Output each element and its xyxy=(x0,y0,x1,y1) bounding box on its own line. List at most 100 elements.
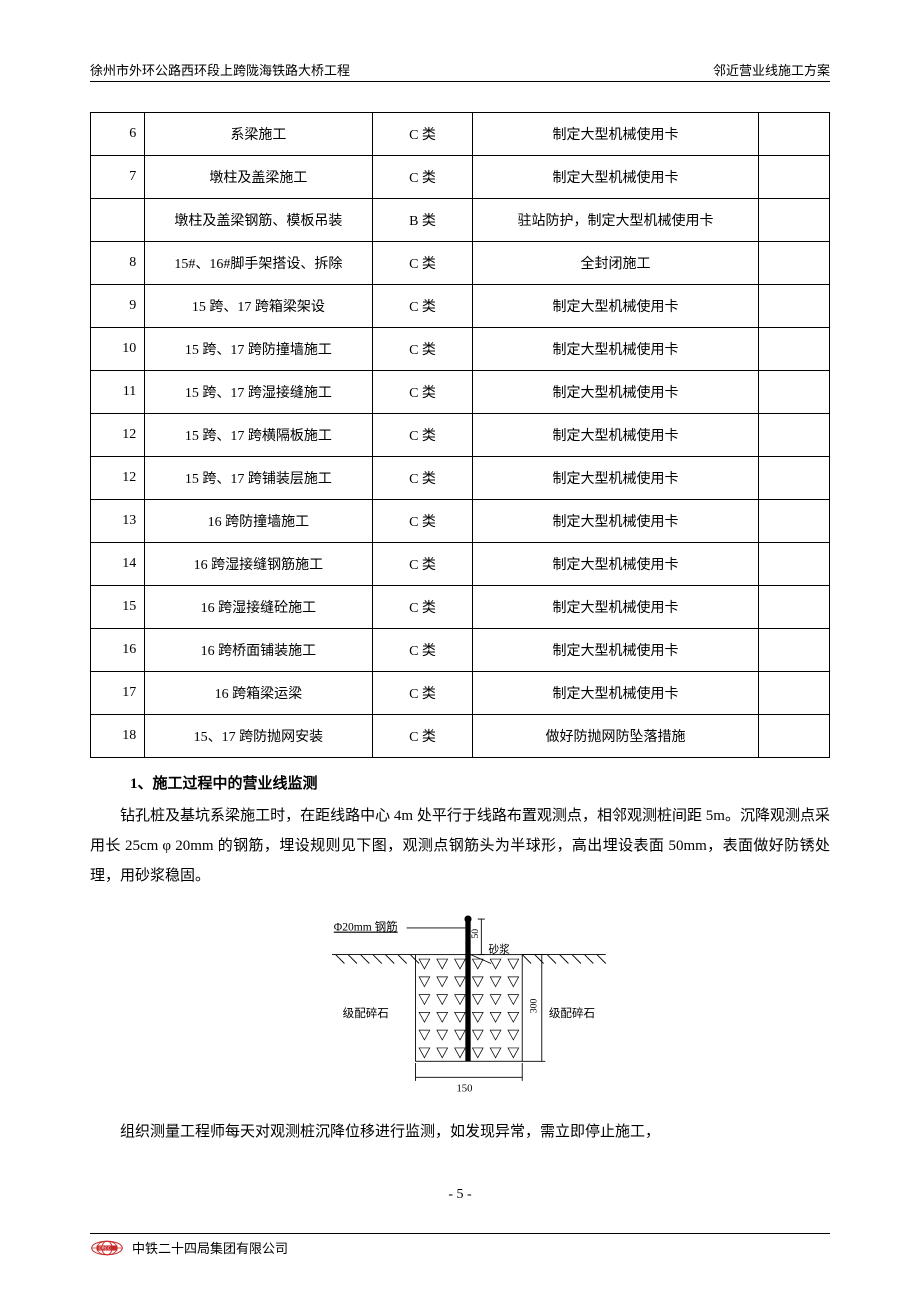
header-right: 邻近营业线施工方案 xyxy=(713,60,830,79)
observation-pile-diagram: Φ20mm 钢筋 砂浆 级配碎石 级配碎石 50 300 150 xyxy=(90,901,830,1111)
table-cell: 制定大型机械使用卡 xyxy=(473,500,758,543)
table-cell: 驻站防护，制定大型机械使用卡 xyxy=(473,199,758,242)
table-cell: C 类 xyxy=(372,457,473,500)
table-cell: 制定大型机械使用卡 xyxy=(473,629,758,672)
table-cell: 制定大型机械使用卡 xyxy=(473,371,758,414)
svg-text:Φ20mm 钢筋: Φ20mm 钢筋 xyxy=(334,920,398,934)
table-cell: C 类 xyxy=(372,672,473,715)
table-cell: 墩柱及盖梁施工 xyxy=(145,156,372,199)
table-row: 7墩柱及盖梁施工C 类制定大型机械使用卡 xyxy=(91,156,830,199)
table-cell xyxy=(91,199,145,242)
table-cell: C 类 xyxy=(372,371,473,414)
table-row: 915 跨、17 跨箱梁架设C 类制定大型机械使用卡 xyxy=(91,285,830,328)
table-cell xyxy=(758,156,829,199)
paragraph-1: 钻孔桩及基坑系梁施工时，在距线路中心 4m 处平行于线路布置观测点，相邻观测桩间… xyxy=(90,801,830,891)
header-left: 徐州市外环公路西环段上跨陇海铁路大桥工程 xyxy=(90,60,350,79)
table-cell: 16 跨防撞墙施工 xyxy=(145,500,372,543)
table-cell: 16 跨湿接缝钢筋施工 xyxy=(145,543,372,586)
table-cell: 15 跨、17 跨湿接缝施工 xyxy=(145,371,372,414)
table-cell: 15 跨、17 跨横隔板施工 xyxy=(145,414,372,457)
svg-text:砂浆: 砂浆 xyxy=(488,943,510,956)
company-name: 中铁二十四局集团有限公司 xyxy=(132,1238,288,1257)
table-cell: 制定大型机械使用卡 xyxy=(473,156,758,199)
table-cell: 制定大型机械使用卡 xyxy=(473,414,758,457)
table-cell: 做好防抛网防坠落措施 xyxy=(473,715,758,758)
table-cell: 6 xyxy=(91,113,145,156)
table-cell xyxy=(758,629,829,672)
company-footer: CRCC 中铁二十四局集团有限公司 xyxy=(90,1233,830,1257)
table-cell: 全封闭施工 xyxy=(473,242,758,285)
table-cell: C 类 xyxy=(372,414,473,457)
table-cell: 15 跨、17 跨箱梁架设 xyxy=(145,285,372,328)
table-cell: 15 xyxy=(91,586,145,629)
table-cell: 16 跨湿接缝砼施工 xyxy=(145,586,372,629)
table-cell: 16 跨桥面铺装施工 xyxy=(145,629,372,672)
table-cell xyxy=(758,586,829,629)
table-cell: 15 跨、17 跨防撞墙施工 xyxy=(145,328,372,371)
svg-text:级配碎石: 级配碎石 xyxy=(343,1006,389,1020)
table-cell: 制定大型机械使用卡 xyxy=(473,672,758,715)
table-cell xyxy=(758,500,829,543)
table-cell: 12 xyxy=(91,457,145,500)
table-row: 1416 跨湿接缝钢筋施工C 类制定大型机械使用卡 xyxy=(91,543,830,586)
paragraph-2: 组织测量工程师每天对观测桩沉降位移进行监测，如发现异常，需立即停止施工， xyxy=(90,1117,830,1147)
table-cell: 15、17 跨防抛网安装 xyxy=(145,715,372,758)
table-cell: 制定大型机械使用卡 xyxy=(473,113,758,156)
table-cell: C 类 xyxy=(372,242,473,285)
table-cell: 15 跨、17 跨铺装层施工 xyxy=(145,457,372,500)
table-cell: 墩柱及盖梁钢筋、模板吊装 xyxy=(145,199,372,242)
table-cell xyxy=(758,371,829,414)
table-cell xyxy=(758,543,829,586)
table-cell xyxy=(758,414,829,457)
table-cell: 10 xyxy=(91,328,145,371)
table-cell: 14 xyxy=(91,543,145,586)
table-cell: 系梁施工 xyxy=(145,113,372,156)
table-cell: 11 xyxy=(91,371,145,414)
table-cell: 12 xyxy=(91,414,145,457)
table-row: 6系梁施工C 类制定大型机械使用卡 xyxy=(91,113,830,156)
table-cell: C 类 xyxy=(372,715,473,758)
table-row: 1616 跨桥面铺装施工C 类制定大型机械使用卡 xyxy=(91,629,830,672)
svg-text:CRCC: CRCC xyxy=(99,1245,111,1250)
table-cell xyxy=(758,328,829,371)
table-row: 墩柱及盖梁钢筋、模板吊装B 类驻站防护，制定大型机械使用卡 xyxy=(91,199,830,242)
svg-text:50: 50 xyxy=(470,929,481,939)
svg-text:300: 300 xyxy=(528,999,539,1014)
table-cell xyxy=(758,242,829,285)
page-number: - 5 - xyxy=(90,1187,830,1203)
table-cell: 制定大型机械使用卡 xyxy=(473,457,758,500)
table-cell: 7 xyxy=(91,156,145,199)
page-header: 徐州市外环公路西环段上跨陇海铁路大桥工程 邻近营业线施工方案 xyxy=(90,60,830,82)
table-cell: 18 xyxy=(91,715,145,758)
section-heading: 1、施工过程中的营业线监测 xyxy=(130,772,830,793)
table-cell xyxy=(758,672,829,715)
table-cell: 制定大型机械使用卡 xyxy=(473,285,758,328)
table-cell: 16 跨箱梁运梁 xyxy=(145,672,372,715)
table-row: 1815、17 跨防抛网安装C 类做好防抛网防坠落措施 xyxy=(91,715,830,758)
table-cell: C 类 xyxy=(372,156,473,199)
table-cell: C 类 xyxy=(372,543,473,586)
table-cell: B 类 xyxy=(372,199,473,242)
table-cell: C 类 xyxy=(372,285,473,328)
table-cell xyxy=(758,113,829,156)
svg-text:级配碎石: 级配碎石 xyxy=(549,1006,595,1020)
table-cell: 15#、16#脚手架搭设、拆除 xyxy=(145,242,372,285)
company-logo-icon: CRCC xyxy=(90,1239,124,1257)
table-cell: 13 xyxy=(91,500,145,543)
table-cell: 9 xyxy=(91,285,145,328)
table-row: 1015 跨、17 跨防撞墙施工C 类制定大型机械使用卡 xyxy=(91,328,830,371)
table-cell xyxy=(758,285,829,328)
table-cell: C 类 xyxy=(372,586,473,629)
table-cell: 17 xyxy=(91,672,145,715)
table-cell: C 类 xyxy=(372,629,473,672)
table-cell: C 类 xyxy=(372,328,473,371)
svg-text:150: 150 xyxy=(456,1084,472,1095)
table-cell: C 类 xyxy=(372,500,473,543)
table-row: 1716 跨箱梁运梁C 类制定大型机械使用卡 xyxy=(91,672,830,715)
table-cell: 制定大型机械使用卡 xyxy=(473,328,758,371)
table-row: 1215 跨、17 跨铺装层施工C 类制定大型机械使用卡 xyxy=(91,457,830,500)
construction-table: 6系梁施工C 类制定大型机械使用卡7墩柱及盖梁施工C 类制定大型机械使用卡墩柱及… xyxy=(90,112,830,758)
table-row: 1215 跨、17 跨横隔板施工C 类制定大型机械使用卡 xyxy=(91,414,830,457)
table-cell xyxy=(758,715,829,758)
table-cell xyxy=(758,457,829,500)
